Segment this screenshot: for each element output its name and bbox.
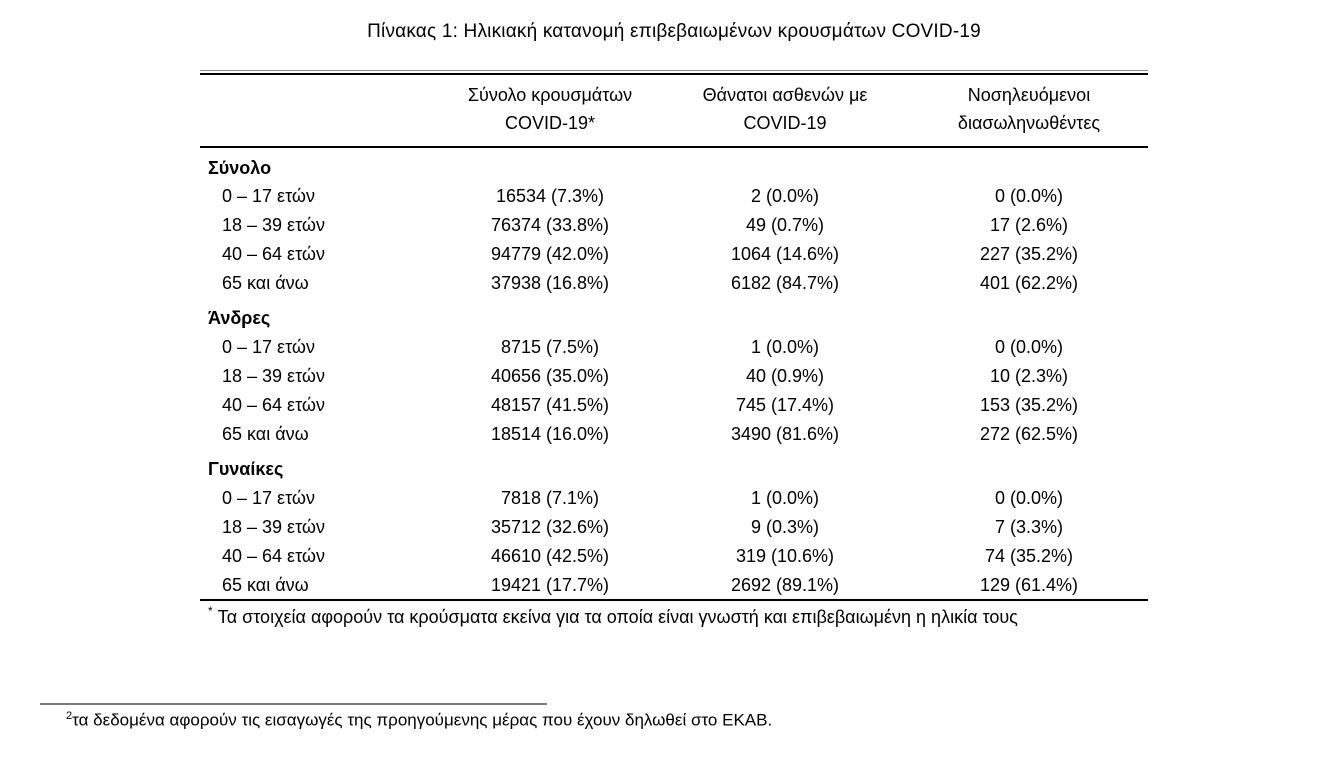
age-group-label: 65 και άνω xyxy=(222,273,309,293)
header-intubated-line1: Νοσηλευόμενοι xyxy=(967,85,1091,105)
table-row: 65 και άνω 19421 (17.7%) 2692 (89.1%) 12… xyxy=(200,571,1148,600)
table-title: Πίνακας 1: Ηλικιακή κατανομή επιβεβαιωμέ… xyxy=(367,21,981,42)
intubated-value: 7 (3.3%) xyxy=(994,517,1064,537)
deaths-value: 1 (0.0%) xyxy=(750,488,820,508)
table-row: 18 – 39 ετών 35712 (32.6%) 9 (0.3%) 7 (3… xyxy=(200,513,1148,542)
intubated-value: 401 (62.2%) xyxy=(979,273,1079,293)
header-total-cases: Σύνολο κρουσμάτων COVID-19* xyxy=(440,74,660,148)
header-deaths-line2: COVID-19 xyxy=(743,113,827,133)
age-group-label: 65 και άνω xyxy=(222,424,309,444)
table-row: 18 – 39 ετών 76374 (33.8%) 49 (0.7%) 17 … xyxy=(200,211,1148,240)
intubated-value: 153 (35.2%) xyxy=(979,395,1079,415)
table-footnote: * Τα στοιχεία αφορούν τα κρούσματα εκείνα… xyxy=(200,601,1148,628)
cases-value: 48157 (41.5%) xyxy=(490,395,610,415)
table-row: 0 – 17 ετών 7818 (7.1%) 1 (0.0%) 0 (0.0%… xyxy=(200,484,1148,513)
header-intubated-line2: διασωληνωθέντες xyxy=(957,113,1101,133)
intubated-value: 17 (2.6%) xyxy=(989,215,1069,235)
intubated-value: 272 (62.5%) xyxy=(979,424,1079,444)
age-group-label: 40 – 64 ετών xyxy=(222,546,325,566)
age-group-label: 65 και άνω xyxy=(222,574,309,595)
deaths-value: 49 (0.7%) xyxy=(745,215,825,235)
deaths-value: 745 (17.4%) xyxy=(735,395,835,415)
cases-value: 76374 (33.8%) xyxy=(490,215,610,235)
deaths-value: 2 (0.0%) xyxy=(750,186,820,206)
table-row: 65 και άνω 18514 (16.0%) 3490 (81.6%) 27… xyxy=(200,420,1148,449)
section-row: Γυναίκες xyxy=(200,449,1148,484)
table-row: 65 και άνω 37938 (16.8%) 6182 (84.7%) 40… xyxy=(200,269,1148,298)
page-footnote-marker: 2 xyxy=(66,710,73,722)
cases-value: 35712 (32.6%) xyxy=(490,517,610,537)
age-group-label: 40 – 64 ετών xyxy=(222,395,325,415)
covid-age-table: Σύνολο κρουσμάτων COVID-19* Θάνατοι ασθε… xyxy=(200,73,1148,601)
deaths-value: 40 (0.9%) xyxy=(745,366,825,386)
age-group-label: 0 – 17 ετών xyxy=(222,488,315,508)
intubated-value: 227 (35.2%) xyxy=(979,244,1079,264)
intubated-value: 74 (35.2%) xyxy=(984,546,1074,566)
deaths-value: 319 (10.6%) xyxy=(735,546,835,566)
table-row: 0 – 17 ετών 8715 (7.5%) 1 (0.0%) 0 (0.0%… xyxy=(200,333,1148,362)
cases-value: 18514 (16.0%) xyxy=(490,424,610,444)
section-name: Άνδρες xyxy=(208,308,271,328)
deaths-value: 1064 (14.6%) xyxy=(730,244,840,264)
deaths-value: 6182 (84.7%) xyxy=(730,273,840,293)
page-footnote: 2τα δεδομένα αφορούν τις εισαγωγές της π… xyxy=(66,710,772,731)
cases-value: 94779 (42.0%) xyxy=(490,244,610,264)
age-group-label: 0 – 17 ετών xyxy=(222,337,315,357)
cases-value: 7818 (7.1%) xyxy=(500,488,600,508)
section-name: Σύνολο xyxy=(208,157,272,178)
cases-value: 8715 (7.5%) xyxy=(500,337,600,357)
cases-value: 16534 (7.3%) xyxy=(495,186,605,206)
intubated-value: 10 (2.3%) xyxy=(989,366,1069,386)
intubated-value: 0 (0.0%) xyxy=(994,337,1064,357)
cases-value: 46610 (42.5%) xyxy=(490,546,610,566)
age-group-label: 18 – 39 ετών xyxy=(222,517,325,537)
cases-value: 40656 (35.0%) xyxy=(490,366,610,386)
table-row: 40 – 64 ετών 48157 (41.5%) 745 (17.4%) 1… xyxy=(200,391,1148,420)
deaths-value: 9 (0.3%) xyxy=(750,517,820,537)
table-row: 18 – 39 ετών 40656 (35.0%) 40 (0.9%) 10 … xyxy=(200,362,1148,391)
intubated-value: 129 (61.4%) xyxy=(979,574,1079,595)
header-total-cases-line2: COVID-19* xyxy=(504,113,596,133)
table-footnote-text: Τα στοιχεία αφορούν τα κρούσματα εκείνα … xyxy=(217,607,1018,627)
table-header: Σύνολο κρουσμάτων COVID-19* Θάνατοι ασθε… xyxy=(200,74,1148,148)
section-row: Σύνολο xyxy=(200,147,1148,182)
footnote-separator-rule xyxy=(40,703,547,705)
cases-value: 37938 (16.8%) xyxy=(490,273,610,293)
header-intubated: Νοσηλευόμενοι διασωληνωθέντες xyxy=(910,74,1148,148)
header-empty xyxy=(200,74,440,148)
deaths-value: 2692 (89.1%) xyxy=(730,574,840,595)
table-footnote-marker: * xyxy=(208,604,213,618)
deaths-value: 1 (0.0%) xyxy=(750,337,820,357)
covid-age-table-container: Σύνολο κρουσμάτων COVID-19* Θάνατοι ασθε… xyxy=(200,70,1148,628)
table-row: 0 – 17 ετών 16534 (7.3%) 2 (0.0%) 0 (0.0… xyxy=(200,182,1148,211)
page-footnote-text: τα δεδομένα αφορούν τις εισαγωγές της πρ… xyxy=(72,710,773,730)
table-row: 40 – 64 ετών 94779 (42.0%) 1064 (14.6%) … xyxy=(200,240,1148,269)
header-deaths-line1: Θάνατοι ασθενών με xyxy=(702,85,868,105)
deaths-value: 3490 (81.6%) xyxy=(730,424,840,444)
section-row: Άνδρες xyxy=(200,298,1148,333)
intubated-value: 0 (0.0%) xyxy=(994,488,1064,508)
header-total-cases-line1: Σύνολο κρουσμάτων xyxy=(467,85,633,105)
age-group-label: 0 – 17 ετών xyxy=(222,186,315,206)
header-deaths: Θάνατοι ασθενών με COVID-19 xyxy=(660,74,910,148)
cases-value: 19421 (17.7%) xyxy=(490,574,610,595)
table-row: 40 – 64 ετών 46610 (42.5%) 319 (10.6%) 7… xyxy=(200,542,1148,571)
section-name: Γυναίκες xyxy=(208,459,284,479)
age-group-label: 40 – 64 ετών xyxy=(222,244,325,264)
age-group-label: 18 – 39 ετών xyxy=(222,366,325,386)
intubated-value: 0 (0.0%) xyxy=(994,186,1064,206)
age-group-label: 18 – 39 ετών xyxy=(222,215,325,235)
table-body: Σύνολο 0 – 17 ετών 16534 (7.3%) 2 (0.0%)… xyxy=(200,147,1148,600)
